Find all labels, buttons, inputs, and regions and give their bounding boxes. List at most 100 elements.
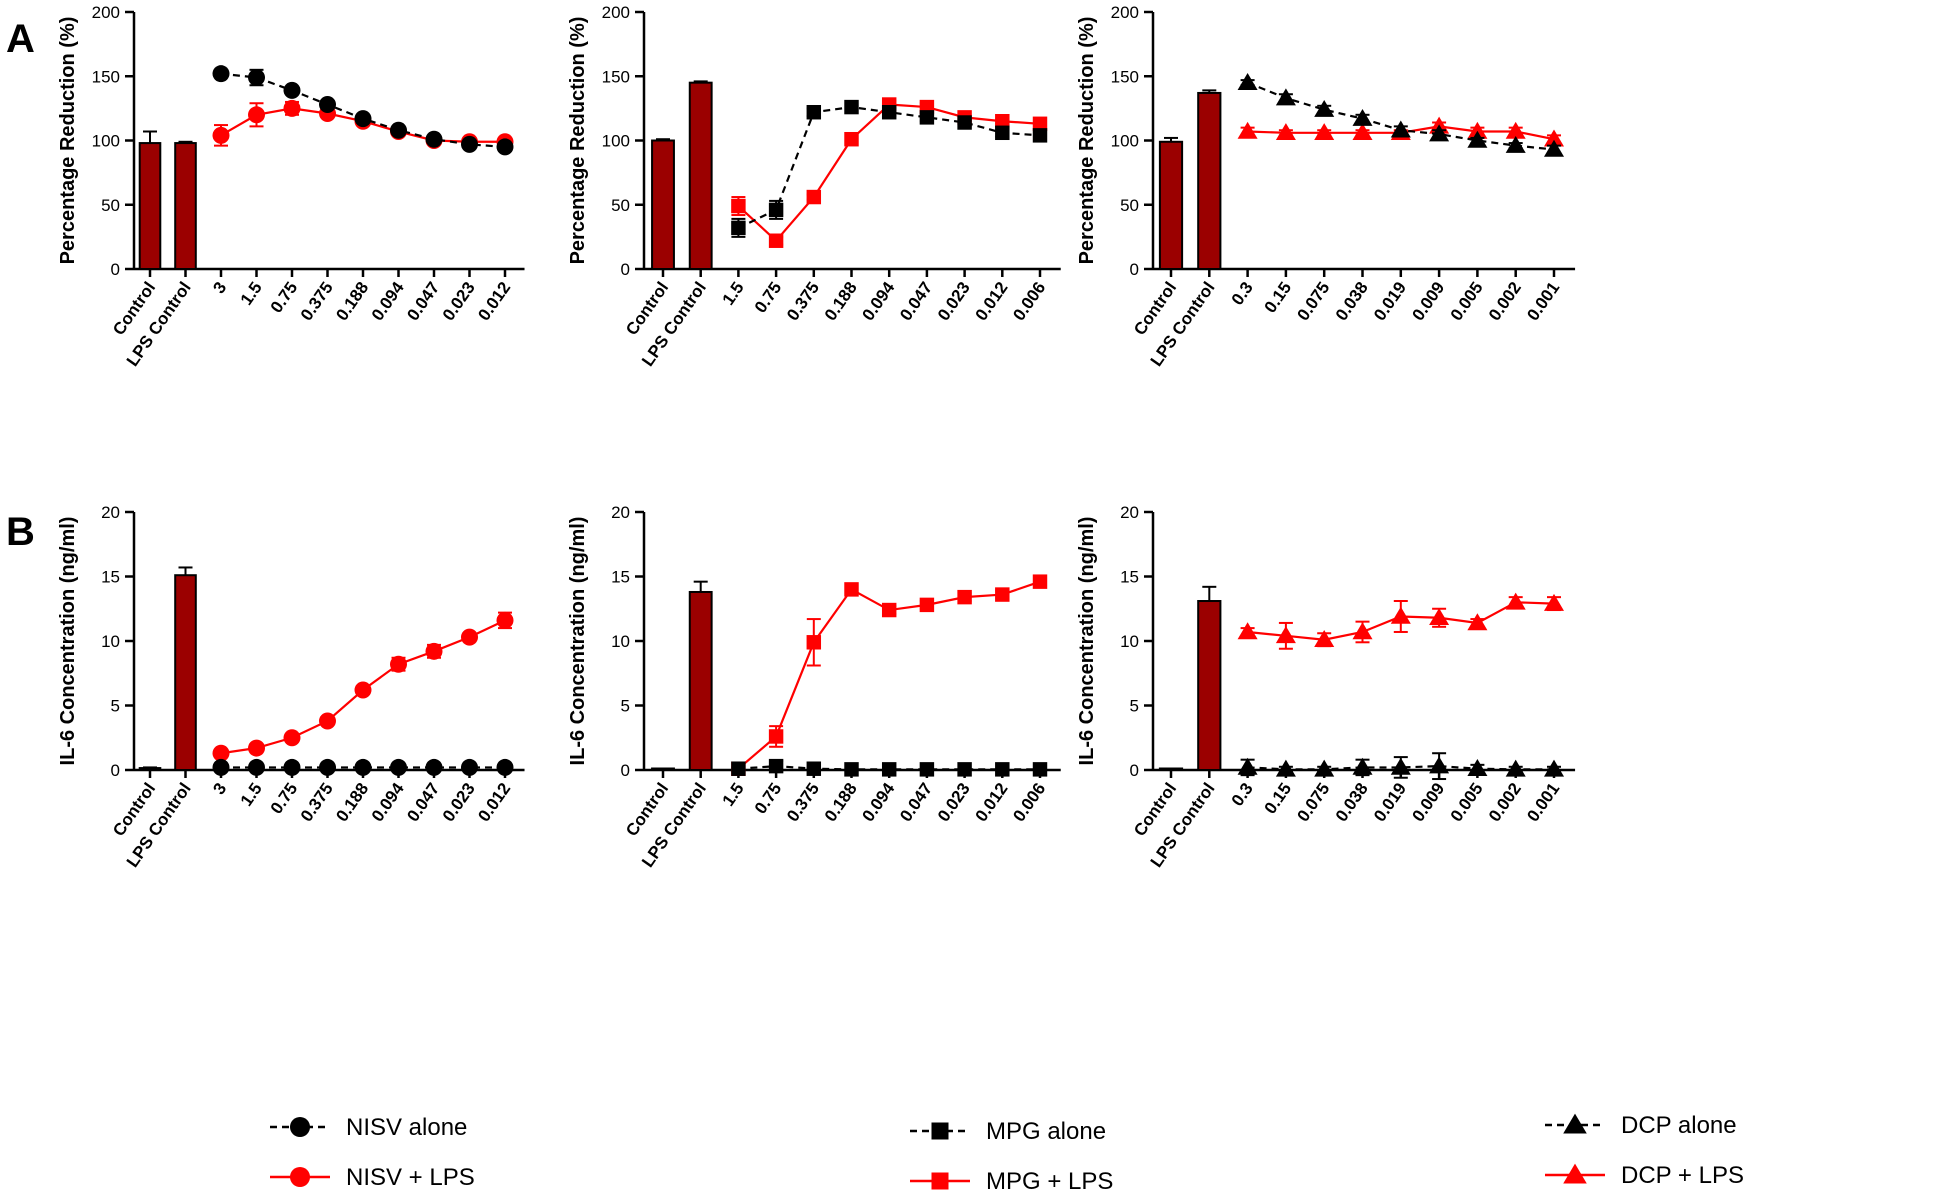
bar-control — [138, 142, 162, 271]
data-point — [806, 105, 822, 120]
bar-lps-control — [174, 142, 197, 271]
x-tick-label-dose: 3 — [209, 779, 230, 798]
data-point — [1505, 759, 1526, 777]
legend-label: MPG alone — [986, 1118, 1106, 1145]
x-tick-label-dose: 0.094 — [368, 278, 408, 324]
data-point — [731, 198, 746, 214]
y-tick-label: 150 — [1111, 67, 1139, 86]
data-point — [1237, 622, 1258, 640]
x-tick-label-dose: 0.375 — [297, 278, 337, 324]
y-tick-label: 200 — [92, 3, 120, 22]
data-point — [354, 758, 372, 776]
legend-marker — [931, 1122, 949, 1140]
data-point — [319, 712, 336, 730]
series-nisv-lps — [212, 611, 514, 762]
data-point — [881, 602, 897, 618]
x-tick-label-dose: 0.188 — [821, 779, 861, 825]
data-point — [248, 739, 265, 757]
data-point — [354, 681, 372, 699]
y-axis-label: Percentage Reduction (%) — [57, 17, 79, 265]
x-tick-label-dose: 3 — [209, 278, 230, 297]
bar-control — [651, 139, 675, 270]
data-point — [806, 189, 822, 205]
legend-label: DCP + LPS — [1621, 1162, 1744, 1189]
data-point — [461, 135, 478, 153]
data-point — [425, 758, 443, 776]
data-point — [806, 635, 822, 650]
y-tick-label: 15 — [101, 568, 120, 587]
x-tick-label-dose: 0.047 — [403, 278, 443, 324]
data-point — [1314, 99, 1335, 117]
series-line — [737, 103, 1041, 243]
data-point — [248, 758, 265, 776]
y-tick-label: 10 — [101, 632, 120, 651]
data-point — [844, 582, 859, 597]
legend-circle: NISV alone NISV + LPS — [270, 1114, 475, 1191]
data-point — [1467, 130, 1488, 148]
x-tick-label-dose: 0.002 — [1485, 779, 1525, 825]
series-mpg-lps — [731, 97, 1048, 248]
data-point — [919, 762, 935, 777]
data-point — [844, 99, 859, 115]
x-tick-label-dose: 0.3 — [1228, 779, 1257, 809]
y-axis-label: IL-6 Concentration (ng/ml) — [1076, 517, 1098, 766]
data-point — [1429, 608, 1450, 626]
y-tick-label: 20 — [1120, 503, 1139, 522]
y-tick-label: 0 — [1130, 761, 1139, 780]
data-point — [1543, 593, 1565, 611]
bar-lps-control — [174, 574, 197, 772]
x-tick-label-dose: 0.012 — [474, 278, 514, 324]
y-tick-label: 150 — [92, 67, 120, 86]
data-point — [1314, 759, 1335, 777]
data-point — [1237, 121, 1258, 139]
x-tick-label-dose: 0.047 — [896, 278, 936, 324]
y-tick-label: 10 — [1120, 632, 1139, 651]
x-tick-label-dose: 0.075 — [1294, 278, 1334, 324]
data-point — [461, 628, 478, 646]
data-point — [768, 729, 784, 744]
x-tick-label-dose: 1.5 — [237, 779, 266, 809]
x-tick-label-dose: 0.005 — [1447, 779, 1487, 825]
data-point — [212, 65, 230, 83]
y-tick-label: 200 — [1111, 3, 1139, 22]
series-dcp-alone — [1237, 72, 1565, 157]
panel-label-b: B — [6, 510, 35, 554]
bar-lps-control — [1197, 600, 1222, 772]
x-tick-label-dose: 0.012 — [972, 278, 1012, 324]
x-tick-label-dose: 0.023 — [439, 278, 479, 324]
x-tick-label-dose: 0.019 — [1370, 278, 1410, 324]
y-tick-label: 10 — [611, 632, 630, 651]
data-point — [1429, 756, 1450, 774]
x-tick-label-dose: 0.75 — [751, 779, 786, 817]
data-point — [1543, 759, 1565, 777]
data-point — [995, 114, 1010, 129]
y-tick-label: 5 — [621, 697, 630, 716]
data-point — [390, 655, 407, 673]
data-point — [1352, 108, 1373, 126]
bar-lps-control — [688, 81, 713, 270]
y-axis-label: IL-6 Concentration (ng/ml) — [567, 517, 589, 766]
x-tick-label-dose: 0.3 — [1228, 278, 1257, 308]
data-point — [1032, 128, 1048, 143]
x-tick-label-dose: 0.375 — [783, 278, 823, 324]
x-tick-label-dose: 0.006 — [1009, 779, 1049, 825]
data-point — [881, 762, 897, 777]
data-point — [1429, 124, 1450, 142]
x-tick-label-dose: 0.047 — [896, 779, 936, 825]
x-tick-label-dose: 0.012 — [972, 779, 1012, 825]
data-point — [1352, 622, 1373, 640]
data-point — [1467, 613, 1488, 631]
x-tick-label-dose: 0.075 — [1294, 779, 1334, 825]
data-point — [425, 130, 443, 148]
data-point — [995, 125, 1010, 141]
x-tick-label-dose: 0.188 — [821, 278, 861, 324]
data-point — [731, 761, 746, 776]
series-mpg-alone — [731, 758, 1048, 777]
data-point — [212, 758, 230, 776]
bar-control — [1158, 140, 1184, 270]
data-point — [1543, 139, 1565, 157]
x-tick-label-dose: 0.375 — [297, 779, 337, 825]
